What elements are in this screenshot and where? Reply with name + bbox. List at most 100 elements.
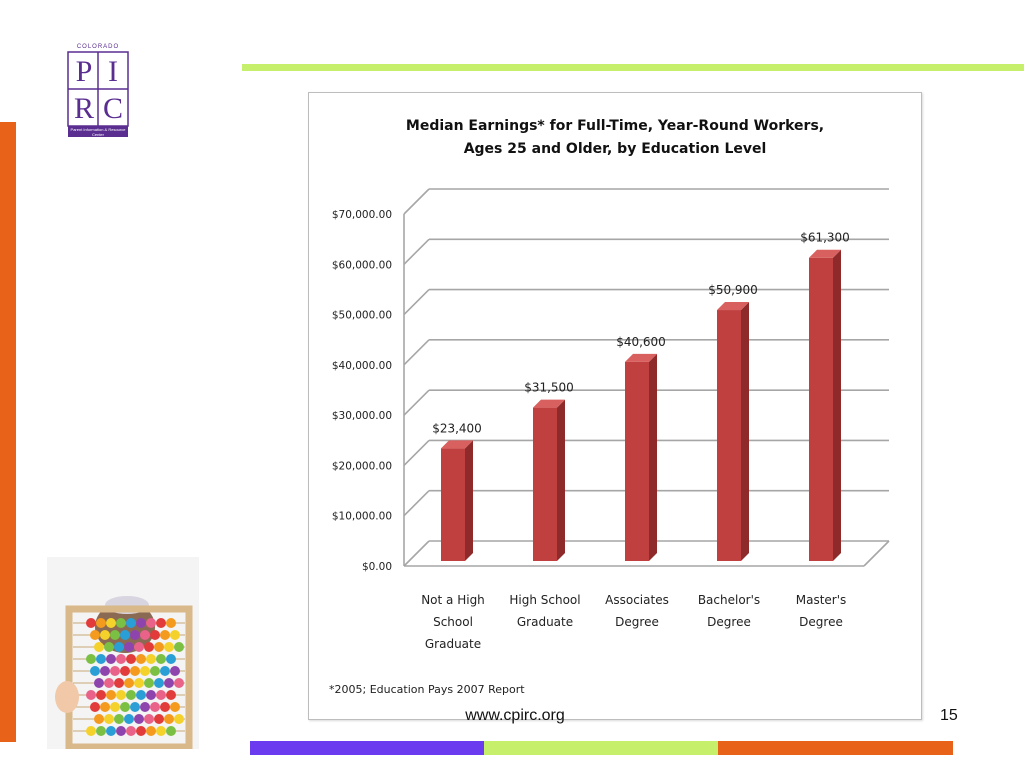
footer-url[interactable]: www.cpirc.org	[465, 707, 565, 724]
abacus-bead	[156, 726, 166, 736]
abacus-bead	[116, 690, 126, 700]
abacus-bead	[96, 726, 106, 736]
bar	[533, 407, 557, 561]
abacus-bead	[120, 702, 130, 712]
gridline-depth	[403, 540, 430, 567]
y-tick-label: $50,000.00	[332, 310, 392, 322]
abacus-bead	[134, 678, 144, 688]
abacus-bead	[116, 618, 126, 628]
abacus-bead	[144, 678, 154, 688]
abacus-bead	[110, 630, 120, 640]
abacus-bead	[150, 702, 160, 712]
abacus-bead	[86, 690, 96, 700]
data-label: $61,300	[800, 231, 850, 245]
gridline-depth	[403, 389, 430, 416]
abacus-bead	[166, 618, 176, 628]
abacus-bead	[164, 714, 174, 724]
gridline-depth	[403, 188, 430, 215]
abacus-bead	[126, 690, 136, 700]
abacus-bead	[154, 678, 164, 688]
abacus-bead	[104, 642, 114, 652]
logo-top-text: COLORADO	[76, 44, 120, 50]
chart-title: Median Earnings* for Full-Time, Year-Rou…	[309, 115, 921, 161]
abacus-bead	[96, 654, 106, 664]
abacus-bead	[166, 690, 176, 700]
abacus-bead	[160, 666, 170, 676]
bar-side	[741, 302, 749, 561]
abacus-bead	[140, 630, 150, 640]
gridline-depth	[403, 339, 430, 366]
x-tick-label: Graduate	[425, 637, 481, 651]
abacus-bead	[90, 666, 100, 676]
abacus-bead	[90, 630, 100, 640]
abacus-bead	[140, 666, 150, 676]
gridline-depth	[403, 238, 430, 265]
abacus-bead	[124, 642, 134, 652]
y-tick-label: $0.00	[362, 561, 392, 573]
abacus-bead	[150, 666, 160, 676]
abacus-bead	[94, 678, 104, 688]
floor-edge	[863, 540, 890, 567]
bar-top	[441, 440, 473, 449]
logo-letter-r: R	[73, 92, 94, 125]
logo-letter-p: P	[75, 55, 93, 88]
abacus-bead	[126, 726, 136, 736]
logo-letter-i: I	[108, 55, 118, 88]
abacus-bead	[106, 726, 116, 736]
abacus-bead	[96, 690, 106, 700]
bar-top	[717, 302, 749, 311]
abacus-bead	[146, 654, 156, 664]
abacus-bead	[100, 702, 110, 712]
x-tick-label: Bachelor's	[698, 593, 760, 607]
chart-title-line-1: Median Earnings* for Full-Time, Year-Rou…	[405, 118, 825, 134]
x-tick-label: Graduate	[517, 615, 573, 629]
y-tick-label: $20,000.00	[332, 460, 392, 472]
abacus-bead	[120, 666, 130, 676]
abacus-bead	[136, 726, 146, 736]
abacus-bead	[130, 630, 140, 640]
abacus-bead	[110, 702, 120, 712]
abacus-bead	[136, 654, 146, 664]
abacus-bead	[114, 678, 124, 688]
bar-side	[465, 440, 473, 561]
x-tick-label: Master's	[796, 593, 847, 607]
x-tick-label: School	[433, 615, 473, 629]
abacus-bead	[110, 666, 120, 676]
bottom-accent-bar-green	[484, 741, 718, 755]
data-label: $31,500	[524, 381, 574, 395]
abacus-bead	[146, 726, 156, 736]
abacus-bead	[154, 714, 164, 724]
bar	[441, 448, 465, 561]
bar-top	[809, 249, 841, 258]
x-tick-label: Not a High	[421, 593, 485, 607]
x-tick-label: High School	[509, 593, 580, 607]
y-tick-label: $10,000.00	[332, 511, 392, 523]
abacus-bead	[160, 702, 170, 712]
bar	[625, 361, 649, 561]
abacus-bead	[174, 678, 184, 688]
chart-title-line-2: Ages 25 and Older, by Education Level	[463, 141, 767, 157]
abacus-bead	[94, 714, 104, 724]
bar-side	[649, 353, 657, 561]
abacus-bead	[126, 654, 136, 664]
bar-side	[833, 249, 841, 561]
abacus-bead	[90, 702, 100, 712]
abacus-bead	[166, 654, 176, 664]
abacus-bead	[106, 690, 116, 700]
abacus-bead	[160, 630, 170, 640]
page-number: 15	[940, 707, 958, 724]
abacus-bead	[104, 678, 114, 688]
abacus-bead	[114, 714, 124, 724]
abacus-bead	[146, 618, 156, 628]
abacus-bead	[124, 714, 134, 724]
data-label: $50,900	[708, 283, 758, 297]
bar-top	[533, 399, 565, 408]
abacus-bead	[116, 654, 126, 664]
abacus-bead	[120, 630, 130, 640]
abacus-bead	[126, 618, 136, 628]
abacus-bead	[106, 654, 116, 664]
logo-graphic	[67, 51, 129, 137]
child-abacus-photo	[47, 557, 199, 749]
bar-chart: $0.00 $10,000.00 $20,000.00 $30,000.00 $40,0…	[332, 188, 890, 651]
abacus-bead	[144, 642, 154, 652]
